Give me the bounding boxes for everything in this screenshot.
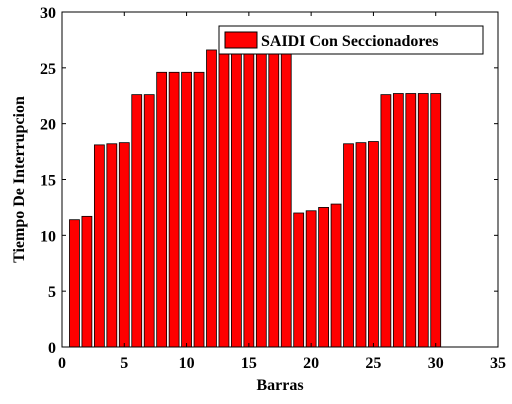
x-tick-label-30: 30 [428,355,444,372]
bar-8 [156,71,168,348]
bar-4 [106,143,118,348]
bar-9 [168,71,180,348]
x-tick-label-10: 10 [179,355,195,372]
y-tick-label-5: 5 [48,284,56,301]
bar-15 [243,49,255,348]
x-tick-label-20: 20 [303,355,319,372]
bars-group [69,49,442,348]
bar-27 [392,93,404,348]
bar-12 [206,49,217,348]
bar-24 [355,142,367,348]
y-axis-label: Tiempo De Interrupcion [11,96,28,263]
x-axis-label: Barras [256,377,303,394]
bar-13 [218,49,230,348]
bar-7 [143,94,155,348]
x-tick-label-25: 25 [365,355,381,372]
bar-21 [318,207,329,348]
y-tick-label-20: 20 [40,117,56,134]
y-tick-label-15: 15 [40,173,56,190]
bar-28 [405,93,417,348]
bar-17 [268,49,280,348]
bar-16 [255,49,267,348]
bar-3 [93,144,105,348]
x-tick-label-5: 5 [120,355,128,372]
legend-label: SAIDI Con Seccionadores [261,33,439,50]
y-tick-label-0: 0 [48,340,56,357]
y-axis-ticks: 0 5 10 15 20 25 30 [40,5,498,357]
bar-2 [81,215,93,348]
bar-18 [280,49,292,348]
legend-box [218,25,484,55]
bar-5 [118,142,130,348]
legend: SAIDI Con Seccionadores [218,25,484,55]
x-axis-ticks: 0 5 10 15 20 25 30 35 [58,12,506,372]
bar-23 [343,143,354,348]
bar-1 [69,219,80,348]
y-tick-label-30: 30 [40,5,56,22]
bar-19 [293,212,305,348]
bar-20 [305,210,317,348]
bar-22 [330,203,342,348]
bar-30 [430,93,442,348]
bar-14 [231,49,242,348]
bar-10 [181,71,192,348]
bar-6 [131,94,143,348]
y-tick-label-25: 25 [40,61,56,78]
bar-29 [417,93,429,348]
legend-swatch [224,31,258,49]
x-tick-label-0: 0 [58,355,66,372]
bar-25 [368,141,379,348]
x-tick-label-15: 15 [241,355,257,372]
bar-11 [193,71,205,348]
y-tick-label-10: 10 [40,228,56,245]
x-tick-label-35: 35 [490,355,506,372]
bar-26 [380,94,392,348]
